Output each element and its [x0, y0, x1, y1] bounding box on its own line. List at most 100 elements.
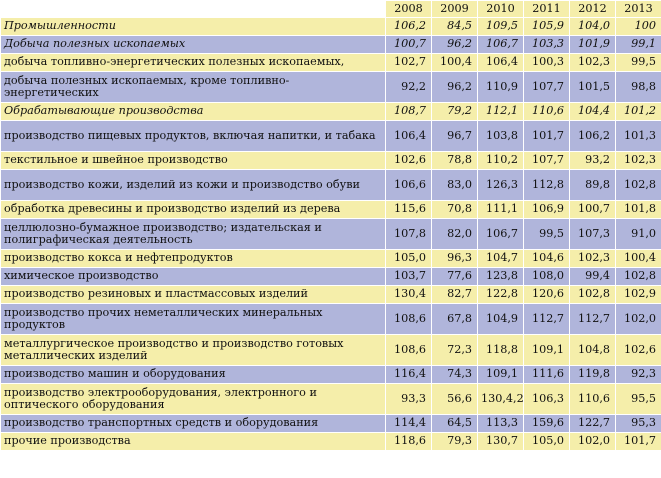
row-label: производство кокса и нефтепродуктов [0, 249, 386, 268]
row-label: производство электрооборудования, электр… [0, 383, 386, 415]
value-cell-2009: 100,4 [431, 53, 478, 72]
value-cell-2013: 101,2 [615, 102, 661, 121]
value-cell-2008: 102,7 [385, 53, 432, 72]
value-cell-2012: 104,0 [569, 17, 616, 36]
value-cell-2013: 102,8 [615, 169, 661, 201]
value-cell-2013: 102,6 [615, 334, 661, 366]
value-cell-2008: 107,8 [385, 218, 432, 250]
value-cell-2011: 111,6 [523, 365, 570, 384]
value-cell-2012: 102,3 [569, 249, 616, 268]
year-header: 2008 [385, 0, 432, 18]
value-cell-2008: 115,6 [385, 200, 432, 219]
row-label: производство машин и оборудования [0, 365, 386, 384]
table-row: производство машин и оборудования 116,4 74… [0, 365, 661, 384]
row-label: обработка древесины и производство издел… [0, 200, 386, 219]
value-cell-2012: 106,2 [569, 120, 616, 152]
value-cell-2013: 99,5 [615, 53, 661, 72]
table-row: химическое производство 103,7 77,6 123,8 108… [0, 267, 661, 286]
table-row: текстильное и швейное производство 102,6 7… [0, 151, 661, 170]
value-cell-2012: 101,9 [569, 35, 616, 54]
row-label: Промышленности [0, 17, 386, 36]
value-cell-2012: 99,4 [569, 267, 616, 286]
table-row: целлюлозно-бумажное производство; издате… [0, 218, 661, 250]
header-row: 2008 2009 2010 2011 2012 2013 [0, 0, 661, 18]
value-cell-2009: 74,3 [431, 365, 478, 384]
value-cell-2011: 104,6 [523, 249, 570, 268]
value-cell-2009: 64,5 [431, 414, 478, 433]
value-cell-2008: 106,2 [385, 17, 432, 36]
value-cell-2010: 106,7 [477, 218, 524, 250]
value-cell-2008: 130,4 [385, 285, 432, 304]
value-cell-2010: 130,4,2 [477, 383, 524, 415]
value-cell-2013: 100,4 [615, 249, 661, 268]
value-cell-2013: 101,3 [615, 120, 661, 152]
table-row: производство кокса и нефтепродуктов 105,0… [0, 249, 661, 268]
year-header: 2013 [615, 0, 661, 18]
value-cell-2011: 103,3 [523, 35, 570, 54]
value-cell-2013: 98,8 [615, 71, 661, 103]
value-cell-2010: 104,9 [477, 303, 524, 335]
value-cell-2010: 122,8 [477, 285, 524, 304]
value-cell-2011: 110,6 [523, 102, 570, 121]
row-label: производство транспортных средств и обор… [0, 414, 386, 433]
value-cell-2010: 126,3 [477, 169, 524, 201]
value-cell-2012: 104,8 [569, 334, 616, 366]
value-cell-2011: 109,1 [523, 334, 570, 366]
value-cell-2009: 72,3 [431, 334, 478, 366]
value-cell-2008: 102,6 [385, 151, 432, 170]
value-cell-2011: 112,8 [523, 169, 570, 201]
row-label: Обрабатывающие производства [0, 102, 386, 121]
value-cell-2011: 112,7 [523, 303, 570, 335]
value-cell-2008: 116,4 [385, 365, 432, 384]
table-row: Промышленности 106,2 84,5 109,5 105,9 104,0 10… [0, 17, 661, 36]
value-cell-2009: 96,2 [431, 35, 478, 54]
value-cell-2012: 93,2 [569, 151, 616, 170]
value-cell-2008: 103,7 [385, 267, 432, 286]
table-row: металлургическое производство и производ… [0, 334, 661, 366]
row-label: Добыча полезных ископаемых [0, 35, 386, 54]
value-cell-2008: 108,6 [385, 303, 432, 335]
value-cell-2008: 114,4 [385, 414, 432, 433]
value-cell-2013: 91,0 [615, 218, 661, 250]
value-cell-2012: 102,3 [569, 53, 616, 72]
value-cell-2009: 78,8 [431, 151, 478, 170]
value-cell-2013: 101,7 [615, 432, 661, 451]
value-cell-2012: 107,3 [569, 218, 616, 250]
table-row: производство кожи, изделий из кожи и про… [0, 169, 661, 201]
value-cell-2012: 89,8 [569, 169, 616, 201]
row-label: добыча полезных ископаемых, кроме топлив… [0, 71, 386, 103]
value-cell-2011: 108,0 [523, 267, 570, 286]
value-cell-2009: 82,0 [431, 218, 478, 250]
industrial-production-index-table: 2008 2009 2010 2011 2012 2013 Промышленн… [0, 0, 661, 451]
row-label: производство кожи, изделий из кожи и про… [0, 169, 386, 201]
table-row: производство пищевых продуктов, включая … [0, 120, 661, 152]
table-row: производство резиновых и пластмассовых и… [0, 285, 661, 304]
row-label: целлюлозно-бумажное производство; издате… [0, 218, 386, 250]
table-row: Обрабатывающие производства 108,7 79,2 112,… [0, 102, 661, 121]
value-cell-2013: 102,0 [615, 303, 661, 335]
value-cell-2011: 100,3 [523, 53, 570, 72]
value-cell-2009: 67,8 [431, 303, 478, 335]
value-cell-2013: 92,3 [615, 365, 661, 384]
table-row: Добыча полезных ископаемых 100,7 96,2 106,7… [0, 35, 661, 54]
value-cell-2008: 118,6 [385, 432, 432, 451]
value-cell-2010: 118,8 [477, 334, 524, 366]
table-row: производство прочих неметаллических мине… [0, 303, 661, 335]
value-cell-2009: 96,3 [431, 249, 478, 268]
year-header: 2010 [477, 0, 524, 18]
row-label: производство пищевых продуктов, включая … [0, 120, 386, 152]
value-cell-2012: 102,0 [569, 432, 616, 451]
value-cell-2013: 102,9 [615, 285, 661, 304]
value-cell-2008: 108,7 [385, 102, 432, 121]
value-cell-2013: 95,3 [615, 414, 661, 433]
value-cell-2010: 109,1 [477, 365, 524, 384]
value-cell-2013: 95,5 [615, 383, 661, 415]
row-label: химическое производство [0, 267, 386, 286]
value-cell-2011: 106,3 [523, 383, 570, 415]
value-cell-2008: 93,3 [385, 383, 432, 415]
value-cell-2011: 105,9 [523, 17, 570, 36]
value-cell-2012: 122,7 [569, 414, 616, 433]
value-cell-2011: 159,6 [523, 414, 570, 433]
value-cell-2009: 77,6 [431, 267, 478, 286]
value-cell-2010: 110,2 [477, 151, 524, 170]
